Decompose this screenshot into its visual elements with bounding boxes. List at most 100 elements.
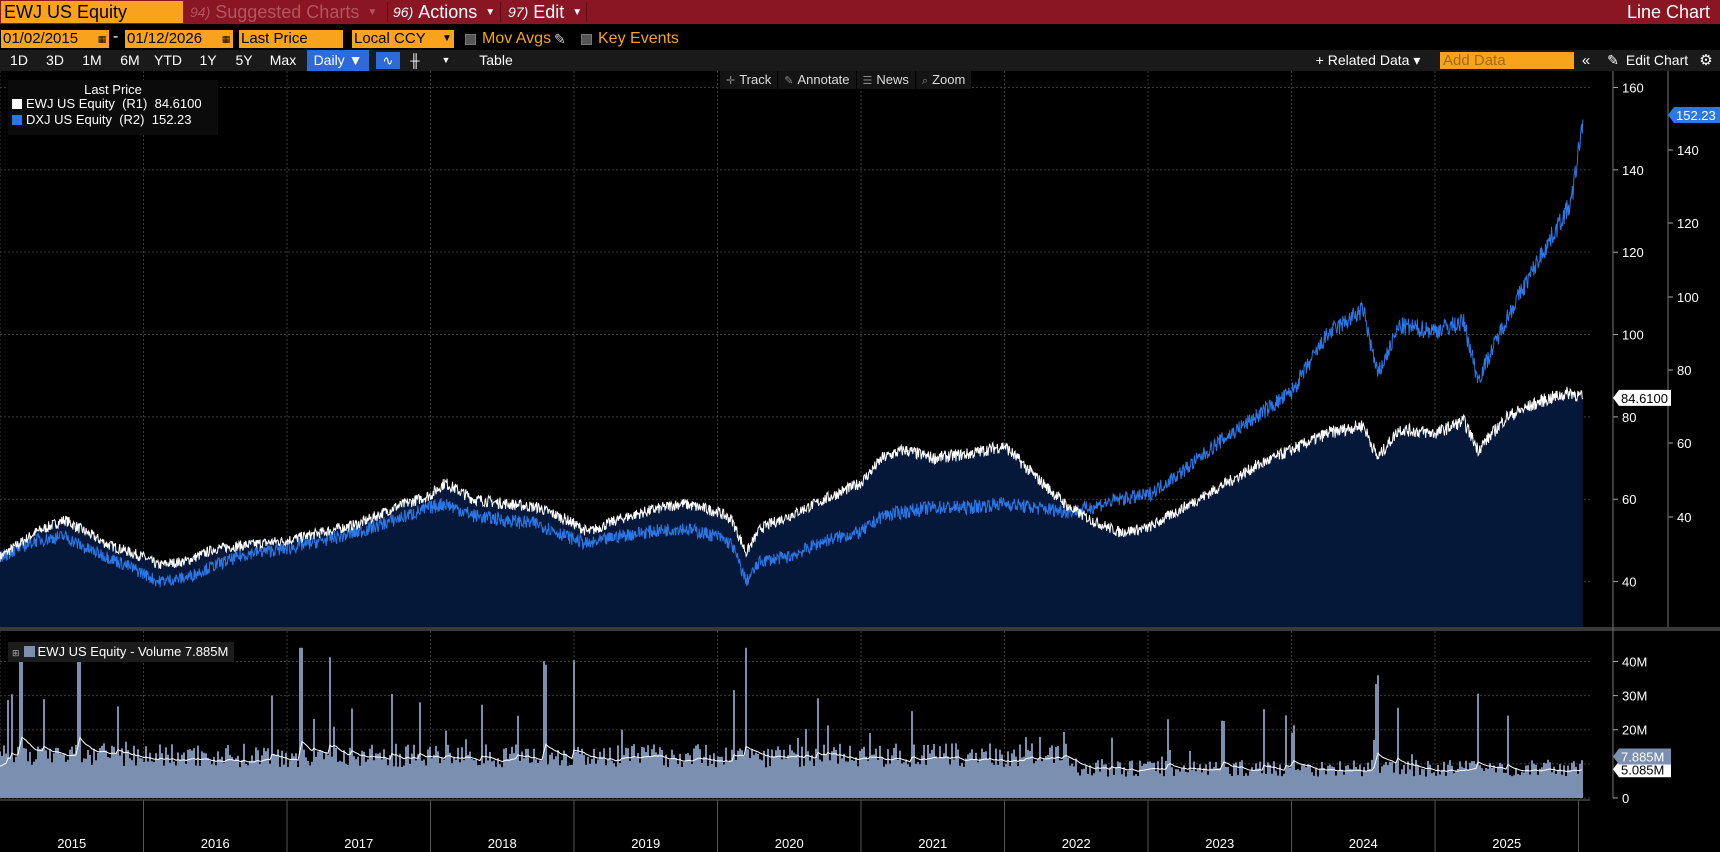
- volume-tick-label: 40M: [1622, 654, 1647, 669]
- edit-menu[interactable]: 97) Edit ▼: [508, 1, 583, 22]
- x-tick-label: 2024: [1349, 836, 1378, 851]
- dxj-last-value-label: 152.23: [1668, 107, 1720, 123]
- svg-text:152.23: 152.23: [1676, 108, 1716, 123]
- bar-chart-icon[interactable]: ╫: [410, 53, 420, 68]
- calendar-icon[interactable]: ▦: [219, 30, 233, 48]
- r2-tick-label: 120: [1677, 216, 1699, 231]
- r2-tick-label: 60: [1677, 436, 1691, 451]
- volume-last-value-label: 7.885M: [1613, 748, 1671, 765]
- volume-ma-last-label: 5.085M: [1613, 761, 1671, 778]
- edit-chart-button[interactable]: Edit Chart: [1625, 52, 1689, 68]
- add-data-input[interactable]: Add Data: [1440, 52, 1574, 69]
- volume-bar-set: [0, 647, 1583, 798]
- period-6m-button[interactable]: 6M: [120, 52, 140, 68]
- news-button[interactable]: ☰ News: [857, 71, 916, 89]
- period-3d-button[interactable]: 3D: [46, 52, 64, 68]
- x-tick-label: 2023: [1205, 836, 1234, 851]
- pencil-icon: ✎: [784, 75, 794, 87]
- svg-text:5.085M: 5.085M: [1621, 762, 1664, 777]
- related-data-button[interactable]: + Related Data ▾: [1315, 52, 1421, 68]
- legend-header: Last Price: [84, 82, 142, 97]
- ewj-series-line: [0, 386, 1584, 569]
- options-bar: 01/02/2015 ▦ - 01/12/2026 ▦ Last Price L…: [1, 28, 679, 48]
- ticker-input[interactable]: EWJ US Equity: [1, 1, 183, 23]
- ewj-area: [0, 386, 1583, 627]
- annotate-button[interactable]: ✎ Annotate: [778, 71, 857, 89]
- currency-selector[interactable]: Local CCY: [352, 30, 444, 48]
- volume-ma-line: [0, 736, 1583, 772]
- expand-icon[interactable]: ⊞: [12, 648, 20, 658]
- title-bar: EWJ US Equity 94) Suggested Charts ▼ 96)…: [0, 0, 1720, 24]
- mov-avgs-checkbox[interactable]: [465, 34, 476, 45]
- actions-menu[interactable]: 96) Actions ▼: [393, 1, 496, 22]
- x-tick-label: 2019: [631, 836, 660, 851]
- volume-bars: [0, 647, 1583, 798]
- x-tick-label: 2015: [57, 836, 86, 851]
- period-1y-button[interactable]: 1Y: [199, 52, 217, 68]
- x-tick-label: 2021: [918, 836, 947, 851]
- period-5y-button[interactable]: 5Y: [235, 52, 253, 68]
- track-button[interactable]: ✛ Track: [720, 71, 779, 89]
- chevron-down-icon[interactable]: ▼: [440, 30, 454, 48]
- svg-text:84.6100: 84.6100: [1621, 391, 1668, 406]
- period-1d-button[interactable]: 1D: [10, 52, 28, 68]
- x-tick-label: 2017: [344, 836, 373, 851]
- x-tick-label: 2025: [1492, 836, 1521, 851]
- frequency-selector[interactable]: Daily ▼: [307, 50, 369, 71]
- news-icon: ☰: [862, 75, 873, 87]
- suggested-charts-menu[interactable]: 94) Suggested Charts ▼: [190, 1, 378, 22]
- period-max-button[interactable]: Max: [269, 52, 297, 68]
- legend-item-dxj[interactable]: DXJ US Equity (R2) 152.23: [8, 112, 218, 128]
- r2-tick-label: 140: [1677, 143, 1699, 158]
- chart-toolbar: ✛ Track ✎ Annotate ☰ News ⌕ Zoom: [720, 71, 973, 89]
- price-chart[interactable]: 2015 2016 2017 2018 2019 2020 2021 2022 2023 2024…: [0, 71, 1720, 852]
- end-date-field[interactable]: 01/12/2026: [125, 30, 219, 48]
- legend-item-ewj[interactable]: EWJ US Equity (R1) 84.6100: [8, 96, 218, 112]
- r1-tick-label: 120: [1622, 245, 1644, 260]
- mov-avgs-label[interactable]: Mov Avgs: [482, 30, 552, 47]
- volume-legend[interactable]: ⊞ EWJ US Equity - Volume 7.885M: [8, 642, 235, 662]
- x-tick-label: 2018: [488, 836, 517, 851]
- field-selector[interactable]: Last Price: [239, 30, 343, 48]
- key-events-label[interactable]: Key Events: [598, 30, 679, 47]
- dxj-series-line: [0, 119, 1584, 588]
- gear-icon[interactable]: ⚙: [1699, 52, 1713, 69]
- volume-swatch-icon: [23, 646, 35, 657]
- r1-tick-label: 60: [1622, 492, 1636, 507]
- chart-type-label: Line Chart: [1626, 2, 1710, 22]
- r2-tick-label: 40: [1677, 510, 1691, 525]
- x-tick-label: 2022: [1062, 836, 1091, 851]
- r1-tick-label: 100: [1622, 328, 1644, 343]
- key-events-checkbox[interactable]: [581, 34, 592, 45]
- chevron-down-icon: ▼: [367, 6, 378, 18]
- collapse-icon[interactable]: «: [1581, 52, 1591, 69]
- volume-tick-label: 30M: [1622, 689, 1647, 704]
- pencil-icon[interactable]: ✎: [1607, 52, 1619, 68]
- ewj-last-value-label: 84.6100: [1613, 389, 1671, 406]
- period-ytd-button[interactable]: YTD: [154, 52, 182, 68]
- volume-tick-label: 20M: [1622, 723, 1647, 738]
- chevron-down-icon[interactable]: ▼: [441, 55, 451, 65]
- chevron-down-icon: ▼: [572, 6, 583, 18]
- r1-tick-label: 140: [1622, 163, 1644, 178]
- period-1m-button[interactable]: 1M: [82, 52, 102, 68]
- calendar-icon[interactable]: ▦: [95, 30, 109, 48]
- chevron-down-icon: ▼: [485, 6, 496, 18]
- chart-legend[interactable]: Last Price EWJ US Equity (R1) 84.6100 DX…: [8, 80, 218, 135]
- zoom-button[interactable]: ⌕ Zoom: [916, 71, 973, 89]
- start-date-field[interactable]: 01/02/2015: [1, 30, 95, 48]
- white-swatch-icon: [12, 99, 22, 109]
- table-button[interactable]: Table: [479, 52, 513, 68]
- r2-tick-label: 100: [1677, 290, 1699, 305]
- crosshair-icon: ✛: [726, 75, 736, 87]
- svg-text:7.885M: 7.885M: [1621, 749, 1664, 764]
- chart-axes: [0, 71, 1673, 852]
- line-chart-icon[interactable]: ∿: [376, 52, 400, 69]
- magnifier-icon: ⌕: [921, 75, 929, 87]
- period-bar: 1D 3D 1M 6M YTD 1Y 5Y Max Daily ▼ ∿ ╫ ▼ …: [0, 50, 1720, 71]
- pencil-icon[interactable]: ✎: [554, 31, 566, 47]
- r1-tick-label: 40: [1622, 575, 1636, 590]
- panel-divider: [0, 627, 1720, 631]
- x-tick-label: 2016: [201, 836, 230, 851]
- blue-swatch-icon: [12, 115, 22, 125]
